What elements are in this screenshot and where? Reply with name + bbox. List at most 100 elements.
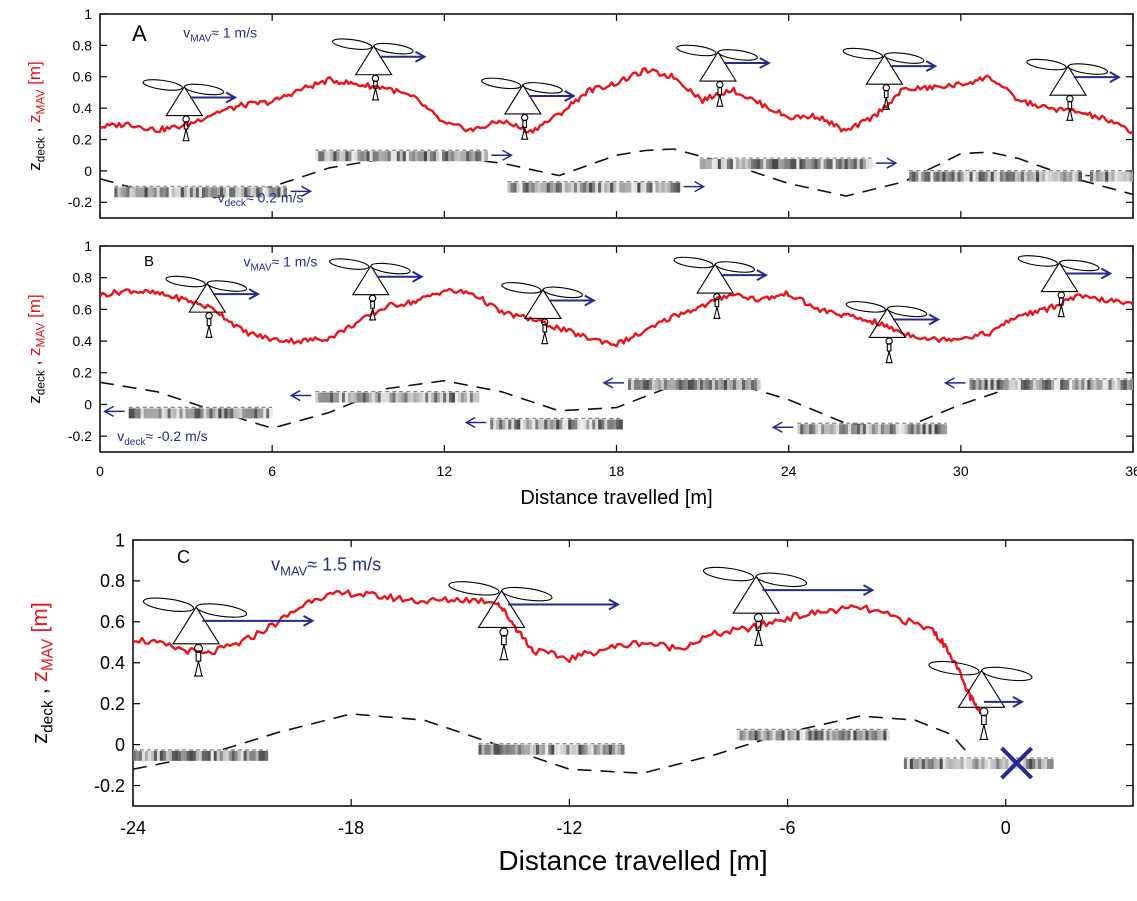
deck-platform-icon <box>797 422 948 435</box>
deck-texture <box>137 408 142 419</box>
deck-texture <box>555 182 560 193</box>
frame-icon <box>957 669 1006 708</box>
ylabel-deck: z <box>25 162 44 171</box>
velocity-subscript: MAV <box>280 564 307 579</box>
camera-icon <box>370 300 375 309</box>
y-tick-label: 0 <box>84 163 92 179</box>
frame-icon <box>351 264 390 296</box>
deck-texture <box>1002 171 1007 182</box>
landing-gear-icon <box>541 331 549 345</box>
deck-texture <box>732 159 737 170</box>
deck-texture <box>590 744 595 755</box>
deck-texture <box>525 182 530 193</box>
deck-texture <box>262 187 266 198</box>
helicopter-icon <box>165 275 248 338</box>
velocity-arrow-icon <box>190 91 238 104</box>
deck-texture <box>592 419 596 430</box>
arrow-head <box>464 416 476 429</box>
arrow-head <box>602 377 614 389</box>
y-tick-label: 0.4 <box>73 100 93 116</box>
deck-texture <box>156 187 161 198</box>
deck-texture <box>1126 379 1131 390</box>
deck-texture <box>909 171 913 182</box>
deck-texture <box>1093 379 1098 390</box>
arrow-head <box>1100 267 1113 280</box>
deck-texture <box>383 392 388 403</box>
deck-texture <box>171 187 176 198</box>
rotor-blade-icon <box>673 256 714 269</box>
deck-texture <box>246 750 251 761</box>
deck-texture <box>185 408 190 419</box>
deck-texture <box>507 182 512 193</box>
deck-texture <box>1020 379 1025 390</box>
deck-texture <box>748 730 753 741</box>
deck-texture <box>586 419 590 430</box>
deck-texture <box>781 159 785 170</box>
deck-texture <box>670 182 675 193</box>
arrow-head <box>694 180 706 193</box>
deck-texture <box>231 750 236 761</box>
deck-texture <box>948 171 953 182</box>
velocity-arrow-icon <box>213 288 261 300</box>
velocity-symbol: v <box>117 428 124 444</box>
y-tick-label: 0.2 <box>73 365 93 381</box>
deck-texture <box>505 744 510 755</box>
helicopter-icon <box>142 597 248 677</box>
deck-texture <box>132 187 137 198</box>
frame-icon <box>165 85 204 117</box>
deck-texture <box>1078 171 1082 182</box>
rotor-blade-icon <box>329 258 370 270</box>
deck-texture <box>868 424 873 435</box>
deck-texture <box>1057 171 1061 182</box>
deck-texture <box>226 187 230 198</box>
deck-texture <box>542 744 546 755</box>
landing-gear-icon <box>205 325 213 338</box>
deck-texture <box>784 159 788 170</box>
deck-texture <box>1002 379 1007 390</box>
deck-texture <box>966 171 971 182</box>
deck-texture <box>817 159 822 170</box>
deck-texture <box>463 392 468 403</box>
y-tick-label: 1 <box>84 238 92 254</box>
deck-texture <box>333 151 337 162</box>
deck-texture <box>898 424 903 435</box>
velocity-arrow-icon <box>289 389 312 402</box>
deck-texture <box>568 419 572 430</box>
ylabel-mav: z <box>25 114 44 123</box>
deck-texture <box>1114 379 1119 390</box>
deck-texture <box>589 419 593 430</box>
landing-gear-icon <box>193 660 204 677</box>
deck-texture <box>177 187 182 198</box>
deck-texture <box>951 171 956 182</box>
deck-texture <box>168 750 173 761</box>
deck-texture <box>1102 379 1107 390</box>
deck-texture <box>809 424 813 435</box>
deck-texture <box>452 392 456 403</box>
deck-platform-icon <box>699 157 873 170</box>
deck-texture <box>1063 171 1067 182</box>
deck-texture <box>1045 171 1049 182</box>
camera-icon <box>373 80 378 89</box>
landing-gear-icon <box>371 88 380 101</box>
deck-texture <box>526 744 531 755</box>
deck-texture <box>981 171 986 182</box>
deck-texture <box>1069 171 1073 182</box>
deck-texture <box>1051 379 1055 390</box>
deck-texture <box>1054 171 1058 182</box>
deck-texture <box>717 379 722 390</box>
deck-texture <box>811 159 816 170</box>
deck-texture <box>802 730 807 741</box>
rotor-blade-icon <box>165 275 206 288</box>
deck-texture <box>592 182 596 193</box>
deck-texture <box>814 159 819 170</box>
deck-texture <box>930 759 935 770</box>
deck-texture <box>1108 171 1112 182</box>
ylabel-deck: z <box>27 733 52 744</box>
camera-icon <box>714 298 720 308</box>
deck-texture <box>566 744 570 755</box>
deck-texture <box>757 730 762 741</box>
deck-texture <box>114 187 118 198</box>
deck-texture <box>556 419 560 430</box>
deck-texture <box>775 159 779 170</box>
x-tick-label: -24 <box>120 818 146 838</box>
